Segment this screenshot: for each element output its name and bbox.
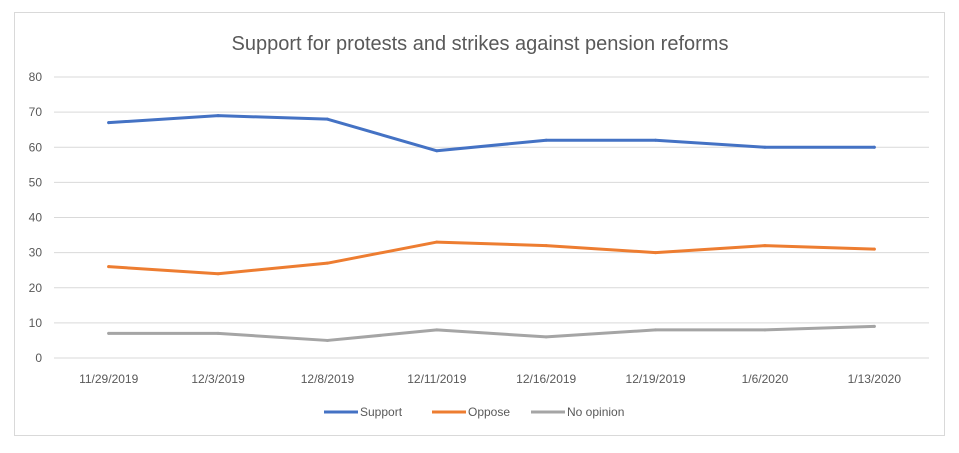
data-point <box>872 145 876 149</box>
data-point <box>435 240 439 244</box>
x-tick-label: 12/16/2019 <box>516 372 576 386</box>
y-tick-label: 20 <box>29 281 43 295</box>
data-point <box>763 145 767 149</box>
data-point <box>107 331 111 335</box>
legend-label: Support <box>360 405 403 419</box>
data-point <box>763 244 767 248</box>
data-point <box>216 331 220 335</box>
data-point <box>872 324 876 328</box>
x-tick-label: 1/6/2020 <box>742 372 789 386</box>
chart-border <box>14 12 945 436</box>
data-point <box>325 117 329 121</box>
legend-label: Oppose <box>468 405 510 419</box>
data-point <box>544 138 548 142</box>
data-point <box>654 138 658 142</box>
data-point <box>325 261 329 265</box>
data-point <box>107 121 111 125</box>
data-point <box>544 244 548 248</box>
data-point <box>654 328 658 332</box>
data-point <box>435 149 439 153</box>
x-tick-label: 12/8/2019 <box>301 372 355 386</box>
x-tick-label: 12/19/2019 <box>626 372 686 386</box>
data-point <box>544 335 548 339</box>
x-tick-label: 12/11/2019 <box>407 372 466 386</box>
x-tick-label: 12/3/2019 <box>191 372 245 386</box>
y-tick-label: 30 <box>29 246 43 260</box>
data-point <box>216 272 220 276</box>
y-tick-label: 80 <box>29 70 43 84</box>
data-point <box>763 328 767 332</box>
series-line-no-opinion <box>107 324 876 342</box>
data-point <box>107 265 111 269</box>
chart-title: Support for protests and strikes against… <box>232 33 729 55</box>
data-point <box>325 338 329 342</box>
y-tick-label: 60 <box>29 140 43 154</box>
y-tick-label: 50 <box>29 175 43 189</box>
data-point <box>216 114 220 118</box>
data-point <box>872 247 876 251</box>
x-tick-label: 1/13/2020 <box>848 372 902 386</box>
y-tick-label: 40 <box>29 211 43 225</box>
series-line-support <box>107 114 876 153</box>
y-tick-label: 70 <box>29 105 43 119</box>
legend-label: No opinion <box>567 405 624 419</box>
x-tick-label: 11/29/2019 <box>79 372 138 386</box>
series-line-oppose <box>107 240 876 276</box>
data-point <box>435 328 439 332</box>
y-tick-label: 0 <box>35 351 42 365</box>
y-tick-label: 10 <box>29 316 43 330</box>
data-point <box>654 251 658 255</box>
